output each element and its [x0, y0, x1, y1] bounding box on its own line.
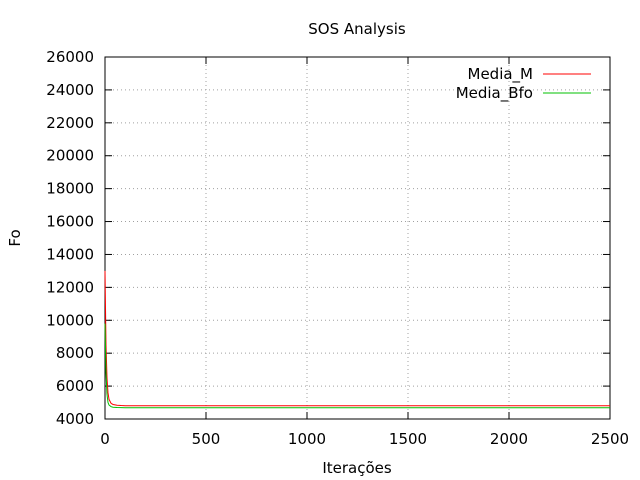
x-tick-label: 1500: [389, 430, 427, 448]
grid: [105, 57, 610, 419]
y-axis-label: Fo: [6, 229, 24, 246]
y-tick-label: 24000: [46, 81, 94, 99]
y-tick-label: 10000: [46, 311, 94, 329]
x-tick-label: 0: [100, 430, 110, 448]
ticks: [104, 56, 611, 420]
y-tick-label: 20000: [46, 147, 94, 165]
legend-label: Media_Bfo: [456, 84, 533, 103]
y-tick-label: 4000: [56, 410, 94, 428]
y-tick-label: 16000: [46, 213, 94, 231]
y-tick-label: 14000: [46, 245, 94, 263]
x-tick-label: 1000: [288, 430, 326, 448]
y-tick-labels: 4000 6000 8000 10000 12000 14000 16000 18000 200…: [46, 48, 94, 428]
x-tick-label: 2000: [490, 430, 528, 448]
chart-title: SOS Analysis: [308, 20, 406, 38]
series-line-media-m: [104, 270, 610, 407]
x-tick-label: 2500: [591, 430, 629, 448]
x-axis-label: Iterações: [322, 459, 392, 477]
x-tick-labels: 0 500 1000 1500 2000 2500: [100, 430, 629, 448]
y-tick-label: 6000: [56, 377, 94, 395]
y-tick-label: 22000: [46, 114, 94, 132]
x-tick-label: 500: [192, 430, 221, 448]
plot-frame: [104, 56, 611, 420]
y-tick-label: 26000: [46, 48, 94, 66]
legend-label: Media_M: [468, 65, 534, 84]
y-tick-label: 8000: [56, 344, 94, 362]
y-tick-label: 18000: [46, 180, 94, 198]
series-lines: [104, 270, 610, 409]
y-tick-label: 12000: [46, 278, 94, 296]
series-line-media-bfo: [104, 323, 610, 409]
